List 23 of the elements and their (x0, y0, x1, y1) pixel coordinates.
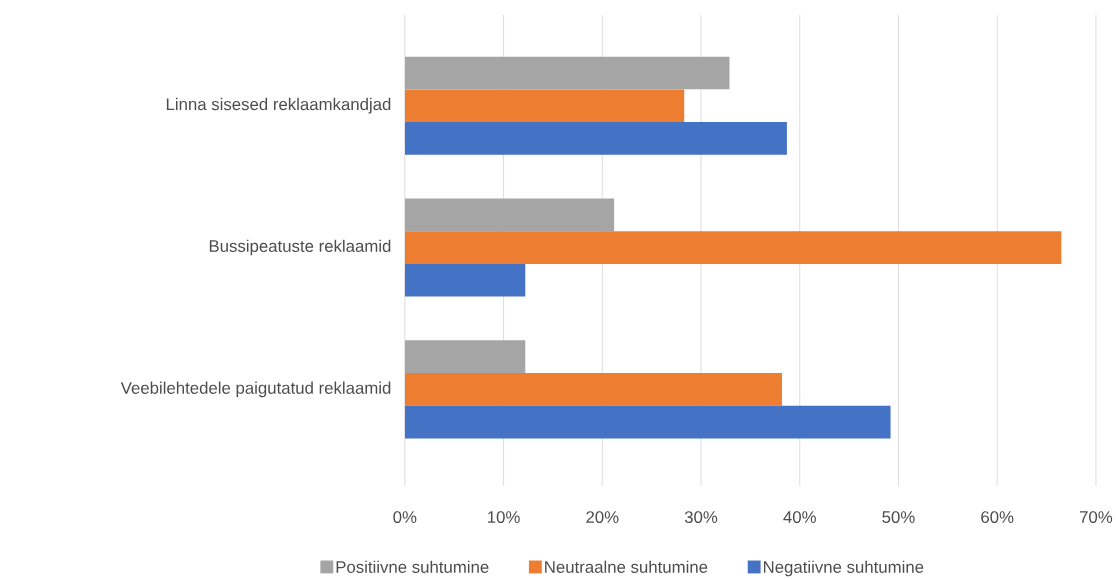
x-tick-label: 50% (882, 511, 915, 524)
x-tick-label: 70% (1079, 511, 1113, 524)
legend-label: Neutraalne suhtumine (545, 560, 708, 573)
y-tick-label: Veebilehtedele paigutatud reklaamid (120, 381, 391, 398)
bar (404, 405, 891, 439)
legend-label: Negatiivne suhtumine (763, 560, 924, 577)
x-tick-label: 30% (684, 511, 718, 524)
y-tick-label: Linna sisesed reklaamkandjad (166, 97, 391, 114)
bar (404, 373, 782, 406)
bar (404, 263, 526, 297)
x-tick-label: 20% (586, 511, 619, 524)
bar (404, 198, 615, 232)
x-tick-label: 0% (393, 511, 417, 524)
bar (404, 56, 730, 90)
bar (404, 122, 787, 155)
bar (404, 89, 685, 122)
x-tick-label: 10% (488, 511, 520, 524)
legend-label: Positiivne suhtumine (336, 560, 489, 573)
y-tick-label: Bussipeatuste reklaamid (209, 239, 391, 256)
bar (404, 231, 1062, 264)
x-tick-label: 60% (981, 511, 1014, 524)
x-tick-label: 40% (783, 511, 816, 524)
bar (404, 340, 526, 373)
